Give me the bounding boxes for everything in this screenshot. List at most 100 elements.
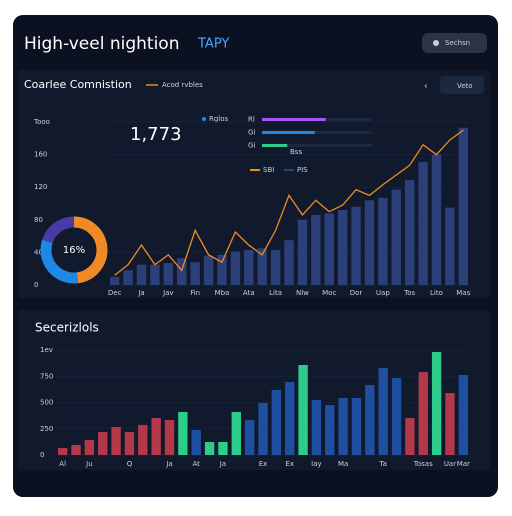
bar: [391, 189, 401, 285]
bar: [351, 397, 362, 455]
bar: [244, 249, 254, 285]
bar: [244, 420, 255, 455]
x-tick-label: Ex: [285, 460, 294, 468]
stat: 1,773: [130, 124, 182, 145]
bar: [164, 420, 175, 455]
legend-label: Acod rvbles: [162, 81, 203, 89]
x-tick-label: Ata: [243, 289, 255, 297]
bar: [123, 270, 133, 285]
bar: [98, 432, 108, 455]
bar: [311, 214, 321, 285]
bar: [203, 255, 214, 285]
x-tick-label: Ju: [85, 460, 93, 468]
x-tick-label: Ja: [137, 289, 144, 297]
button-label[interactable]: Sechsn: [445, 39, 470, 47]
row-label: Gi: [248, 129, 255, 137]
x-tick-label: Dec: [108, 289, 122, 297]
y-tick-label: 750: [40, 372, 53, 380]
x-tick-label: Dor: [350, 289, 363, 297]
x-tick-label: Ja: [219, 460, 226, 468]
bar: [71, 445, 81, 455]
mini-title: Bss: [290, 148, 302, 156]
bar: [262, 144, 288, 147]
row-label: Gi: [248, 142, 255, 150]
bar: [151, 418, 161, 455]
line: [114, 129, 464, 276]
bar: [324, 213, 334, 285]
bar: [284, 240, 294, 285]
back-icon[interactable]: ‹: [424, 82, 428, 92]
bar: [177, 258, 187, 285]
bar: [138, 424, 148, 455]
tag: Rglos: [209, 115, 229, 123]
y-tick-label: 40: [34, 248, 43, 256]
button[interactable]: [440, 76, 484, 94]
bar: [136, 264, 147, 285]
y-tick-label: 160: [34, 151, 47, 159]
x-tick-label: Mar: [457, 460, 470, 468]
x-tick-label: Uar: [444, 460, 456, 468]
button[interactable]: [422, 33, 487, 53]
x-tick-label: Ex: [259, 460, 268, 468]
bar: [418, 372, 428, 455]
bar: [364, 200, 375, 285]
bar: [418, 161, 428, 285]
bar: [84, 439, 95, 455]
bar: [298, 365, 308, 455]
bar: [458, 374, 468, 455]
panel-title: Secerizlols: [35, 321, 99, 335]
bar: [338, 397, 348, 455]
legend-label: SBI: [263, 166, 274, 174]
bar: [378, 197, 388, 285]
bar: [404, 179, 415, 285]
track: [262, 131, 372, 134]
bar: [311, 399, 322, 455]
button-label[interactable]: Veto: [457, 82, 473, 90]
y-tick-label: 1ev: [40, 346, 53, 354]
bar: [297, 219, 308, 285]
bar: [365, 384, 375, 455]
x-tick-label: Mba: [215, 289, 230, 297]
bar: [271, 390, 282, 455]
bar: [405, 418, 415, 455]
donut-label: 16%: [63, 245, 85, 256]
bar: [190, 262, 200, 285]
bar: [270, 249, 281, 285]
x-tick-label: Lita: [269, 289, 282, 297]
x-tick-label: Q: [127, 460, 133, 468]
bar: [110, 276, 120, 285]
x-tick-label: Lito: [430, 289, 443, 297]
x-tick-label: Al: [59, 460, 66, 468]
row-label: Rl: [248, 116, 255, 124]
y-tick-label: Tooo: [33, 118, 50, 126]
track: [262, 144, 372, 147]
y-tick-label: 0: [34, 281, 38, 289]
bar: [218, 441, 228, 455]
bar: [391, 378, 402, 455]
x-tick-label: Jav: [162, 289, 174, 297]
bar: [124, 432, 135, 455]
title: High-veel nightion: [24, 34, 179, 54]
bar: [258, 403, 268, 455]
donut-segment: [73, 216, 108, 284]
y-tick-label: 250: [40, 425, 53, 433]
x-tick-label: Mas: [456, 289, 470, 297]
y-tick-label: 0: [40, 451, 44, 459]
bar: [204, 441, 215, 455]
bar: [257, 248, 267, 285]
title-accent: TAPY: [197, 37, 229, 52]
x-tick-label: At: [193, 460, 201, 468]
bar: [178, 411, 188, 455]
bar: [163, 262, 174, 285]
bar: [150, 264, 160, 285]
legend-label: PIS: [297, 166, 308, 174]
bar: [231, 411, 241, 455]
y-tick-label: 120: [34, 183, 47, 191]
x-tick-label: Ta: [378, 460, 386, 468]
x-tick-label: Nlw: [296, 289, 309, 297]
bar: [431, 154, 442, 285]
bar: [217, 254, 227, 285]
bar: [262, 131, 315, 134]
bar: [378, 367, 388, 455]
